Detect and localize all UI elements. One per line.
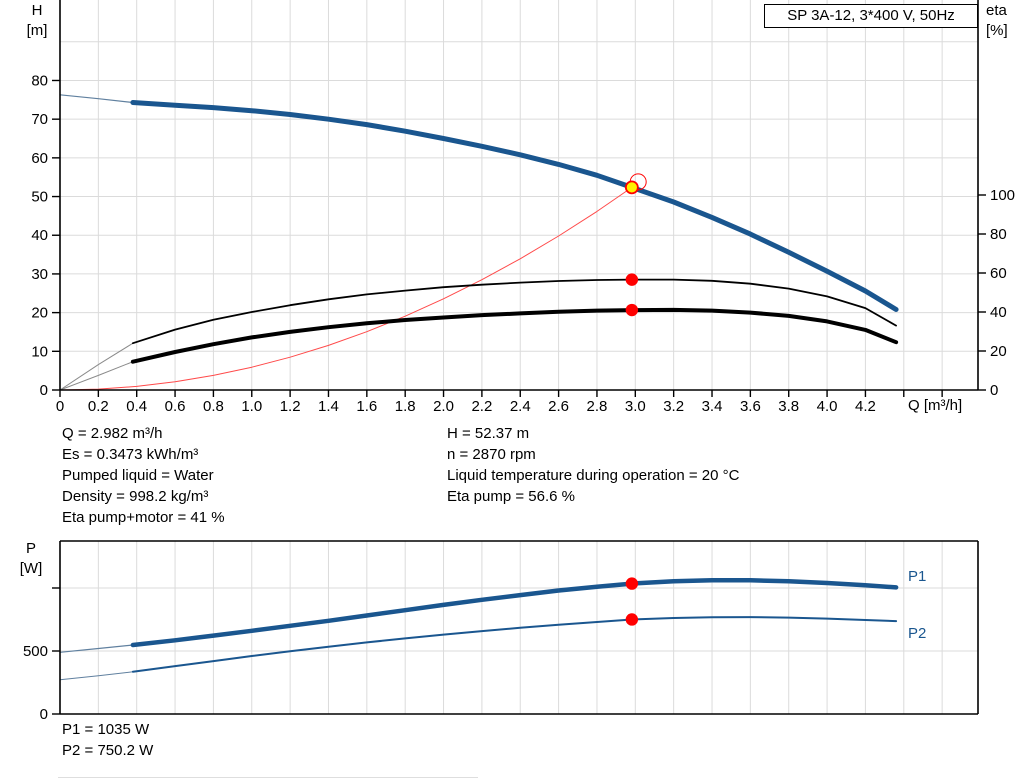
eta-pump-curve[interactable] [132, 278, 897, 345]
p2-curve-label: P2 [908, 625, 927, 642]
q-axis-label: Q [m³/h] [908, 397, 963, 414]
y-tick-label-right: 40 [990, 304, 1007, 321]
x-tick-label: 2.2 [471, 398, 492, 415]
p1-curve[interactable] [130, 578, 899, 648]
y-tick-label-left: 80 [31, 72, 48, 89]
specific-energy-value: Es = 0.3473 kWh/m³ [62, 446, 199, 463]
eta-pump-motor-value: Eta pump+motor = 41 % [62, 509, 225, 526]
y-tick-label-right: 100 [990, 187, 1015, 204]
x-tick-label: 2.6 [548, 398, 569, 415]
eta-pump-dot[interactable] [625, 273, 639, 286]
pumped-liquid-value: Pumped liquid = Water [62, 467, 214, 484]
y-tick-label-left: 50 [31, 189, 48, 206]
y-tick-label-right: 80 [990, 226, 1007, 243]
eta-pump-motor-dot[interactable] [625, 303, 639, 317]
duty-info-left: Q = 2.982 m³/h Es = 0.3473 kWh/m³ Pumped… [62, 423, 225, 528]
x-tick-label: 2.4 [510, 398, 531, 415]
x-tick-label: 0.8 [203, 398, 224, 415]
y-tick-label-right: 60 [990, 265, 1007, 282]
x-tick-label: 1.8 [395, 398, 416, 415]
p1-curve-label: P1 [908, 568, 927, 585]
y-tick-label-left: 0 [40, 382, 48, 399]
eta-pump-value: Eta pump = 56.6 % [447, 488, 575, 505]
system-curve [59, 186, 633, 391]
pump-curve[interactable] [130, 100, 899, 312]
x-tick-label: 3.0 [625, 398, 646, 415]
h-axis-label: H [31, 2, 43, 19]
y-tick-label-right: 0 [990, 382, 998, 399]
eta-pump-motor-curve-lead [59, 361, 134, 391]
x-tick-label: 4.2 [855, 398, 876, 415]
flow-value: Q = 2.982 m³/h [62, 425, 163, 442]
pump-curve-lead [59, 94, 134, 104]
x-tick-label: 1.2 [280, 398, 301, 415]
x-tick-label: 2.8 [587, 398, 608, 415]
x-tick-label: 3.2 [663, 398, 684, 415]
x-tick-label: 0.6 [165, 398, 186, 415]
x-tick-label: 2.0 [433, 398, 454, 415]
x-tick-label: 1.0 [241, 398, 262, 415]
x-tick-label: 4.0 [817, 398, 838, 415]
x-tick-label: 0.4 [126, 398, 147, 415]
duty-info-right: H = 52.37 m n = 2870 rpm Liquid temperat… [447, 423, 739, 507]
p2-value: P2 = 750.2 W [62, 742, 154, 759]
x-tick-label: 0 [56, 398, 64, 415]
speed-value: n = 2870 rpm [447, 446, 536, 463]
y-tick-label-left: 20 [31, 305, 48, 322]
p2-curve-lead [59, 671, 134, 681]
p1-curve-lead [59, 644, 134, 653]
x-tick-label: 3.6 [740, 398, 761, 415]
y-tick-label-left: 30 [31, 266, 48, 283]
density-value: Density = 998.2 kg/m³ [62, 488, 209, 505]
x-tick-label: 0.2 [88, 398, 109, 415]
eta-pump-motor-curve[interactable] [130, 307, 899, 364]
y-tick-label-left: 40 [31, 227, 48, 244]
p-axis-label: P [25, 540, 36, 557]
y-tick-label-left: 10 [31, 343, 48, 360]
y-tick-label-right: 20 [990, 343, 1007, 360]
y-tick-label-left: 70 [31, 111, 48, 128]
p2-dot[interactable] [625, 613, 639, 626]
x-tick-label: 3.8 [778, 398, 799, 415]
p1-dot[interactable] [625, 577, 639, 590]
x-tick-label: 1.4 [318, 398, 339, 415]
h-axis-unit-label: [m] [26, 22, 48, 39]
y-tick-label-left: 500 [23, 643, 48, 660]
eta-pump-curve-lead [59, 342, 134, 391]
page-divider [58, 777, 478, 778]
eta-axis-label: eta [986, 2, 1007, 19]
eta-axis-unit-label: [%] [986, 22, 1008, 39]
x-tick-label: 3.4 [702, 398, 723, 415]
p-axis-unit-label: [W] [19, 560, 43, 577]
y-tick-label-left: 60 [31, 150, 48, 167]
p1-value: P1 = 1035 W [62, 721, 150, 738]
liquid-temperature-value: Liquid temperature during operation = 20… [447, 467, 740, 484]
power-values: P1 = 1035 W P2 = 750.2 W [62, 719, 153, 761]
duty-point[interactable] [624, 180, 639, 195]
pump-title-box: SP 3A-12, 3*400 V, 50Hz [764, 4, 978, 28]
y-tick-label-left: 0 [40, 706, 48, 723]
p2-curve[interactable] [131, 616, 898, 673]
head-value: H = 52.37 m [447, 425, 530, 442]
x-tick-label: 1.6 [356, 398, 377, 415]
